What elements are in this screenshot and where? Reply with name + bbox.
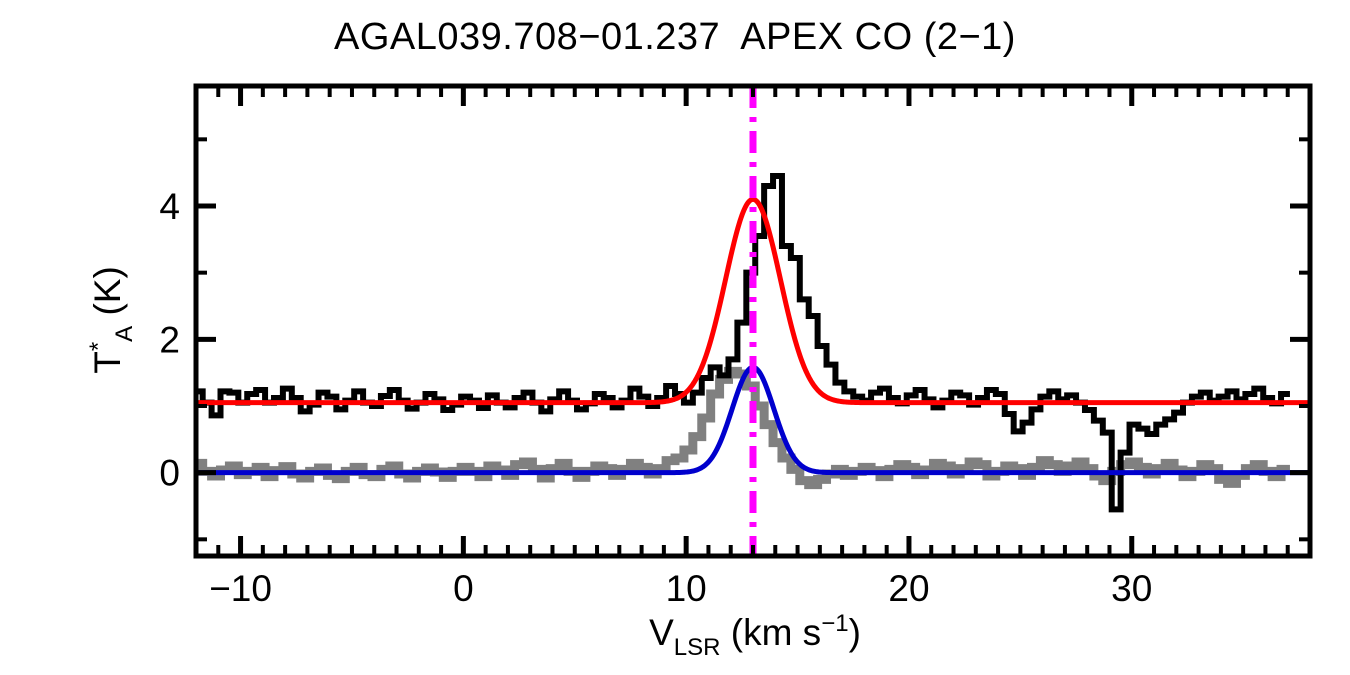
x-tick-label: 30 <box>1111 568 1152 609</box>
observed-spectrum <box>193 173 1290 513</box>
axis-layer <box>193 83 1313 559</box>
x-tick-label: 10 <box>666 568 707 609</box>
x-tick-label: 0 <box>453 568 474 609</box>
y-tick-label: 0 <box>159 453 180 494</box>
y-tick-label: 4 <box>159 186 180 227</box>
axis-label-layer: −10 0 10 20 30 0 2 4 <box>159 186 1152 609</box>
x-tick-label: 20 <box>888 568 929 609</box>
y-tick-label: 2 <box>159 319 180 360</box>
spectrum-gaussian-fit <box>196 196 1310 406</box>
page-title: AGAL039.708−01.237 APEX CO (2−1) <box>334 16 1016 58</box>
residual-spectrum <box>193 366 1290 490</box>
svg-text:T*A (K): T*A (K) <box>85 266 138 374</box>
x-tick-label: −10 <box>209 568 272 609</box>
x-axis-title: VLSR (km s−1) <box>649 610 861 661</box>
data-layer <box>193 173 1310 513</box>
y-axis-title: T*A (K) <box>85 266 138 374</box>
